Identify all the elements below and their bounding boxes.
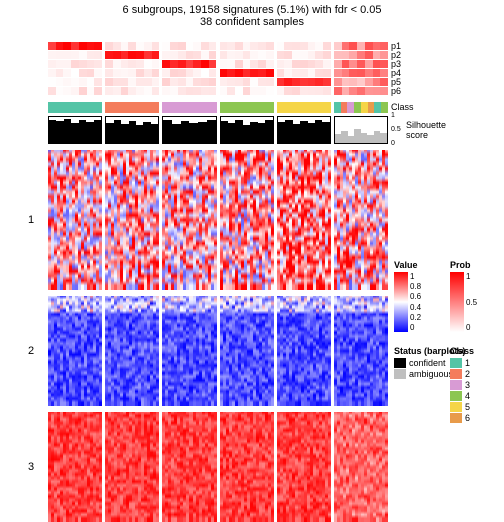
value-tick: 0 (410, 323, 421, 332)
legend-value: Value 10.80.6 0.40.20 (394, 260, 421, 332)
legend-prob-title: Prob (450, 260, 477, 270)
prob-tick: 1 (466, 272, 477, 281)
class-item: 4 (450, 391, 474, 401)
class-label: Class (391, 102, 414, 112)
class-item: 6 (450, 413, 474, 423)
value-tick: 0.2 (410, 313, 421, 322)
heatmap-cluster-3 (48, 412, 388, 522)
class-item: 3 (450, 380, 474, 390)
legend-value-title: Value (394, 260, 421, 270)
sil-tick: 1 (391, 112, 395, 119)
annotation-row-p2 (48, 51, 388, 59)
prob-tick: 0 (466, 323, 477, 332)
row-cluster-label-3: 3 (28, 461, 34, 473)
main-plot-area: p1p2p3p4p5p6Class10.50Silhouette score12… (48, 42, 388, 500)
value-gradient (394, 272, 408, 332)
class-item: 5 (450, 402, 474, 412)
sil-tick: 0.5 (391, 126, 401, 133)
prob-tick: 0.5 (466, 298, 477, 307)
heatmap-cluster-2 (48, 296, 388, 406)
legend-prob: Prob 10.50 (450, 260, 477, 332)
class-annotation (48, 102, 388, 113)
value-tick: 0.6 (410, 292, 421, 301)
row-cluster-label-2: 2 (28, 345, 34, 357)
heatmap-cluster-1 (48, 150, 388, 290)
annotation-row-p5 (48, 78, 388, 86)
chart-subtitle: 38 confident samples (0, 16, 504, 28)
annotation-label-p6: p6 (391, 86, 401, 96)
class-item: 2 (450, 369, 474, 379)
annotation-row-p6 (48, 87, 388, 95)
value-tick: 0.8 (410, 282, 421, 291)
annotation-row-p1 (48, 42, 388, 50)
class-item: 1 (450, 358, 474, 368)
legend-class-title: Class (450, 346, 474, 356)
value-ticks: 10.80.6 0.40.20 (410, 272, 421, 332)
silhouette-barplot (48, 116, 388, 144)
row-cluster-label-1: 1 (28, 214, 34, 226)
prob-ticks: 10.50 (466, 272, 477, 332)
annotation-row-p3 (48, 60, 388, 68)
annotation-row-p4 (48, 69, 388, 77)
value-tick: 1 (410, 272, 421, 281)
chart-title: 6 subgroups, 19158 signatures (5.1%) wit… (0, 0, 504, 16)
legend-class: Class 123456 (450, 346, 474, 424)
prob-gradient (450, 272, 464, 332)
value-tick: 0.4 (410, 303, 421, 312)
silhouette-label: Silhouette score (406, 120, 446, 140)
sil-tick: 0 (391, 140, 395, 147)
